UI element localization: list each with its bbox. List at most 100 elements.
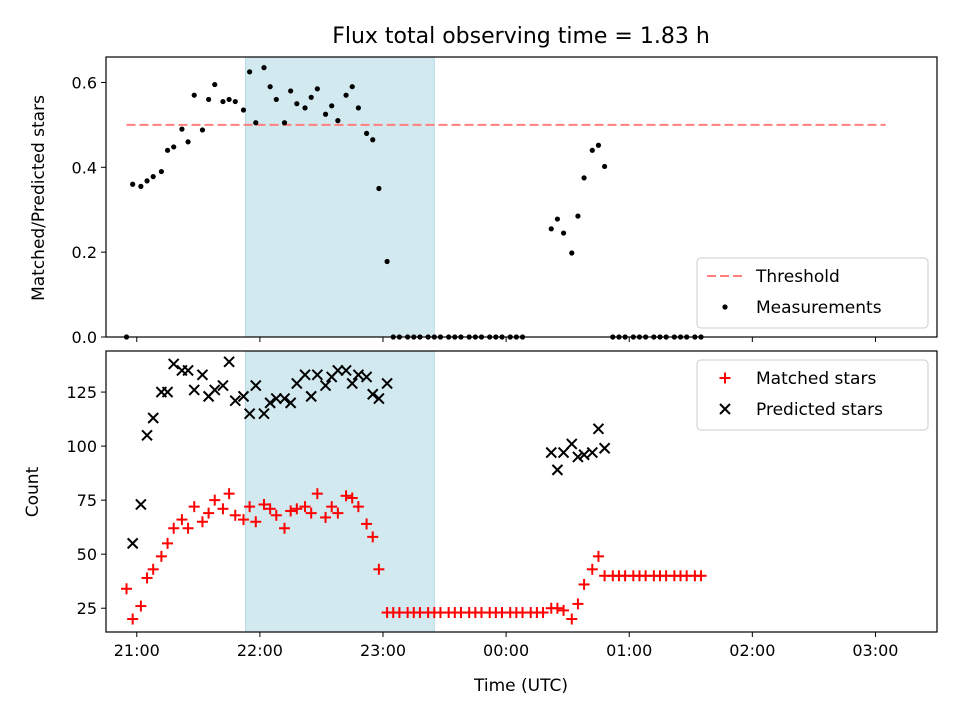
measurement-point xyxy=(335,118,341,124)
bottom-panel: Count 25 50 75 100 125 21:00 22:00 23:00 00:00 01… xyxy=(23,350,938,660)
measurement-point xyxy=(281,120,288,126)
matched-stars-point xyxy=(695,570,707,582)
predicted-stars-point xyxy=(217,379,229,392)
x-mark-b xyxy=(168,358,180,370)
matched-stars-point xyxy=(572,598,584,610)
measurement-point xyxy=(232,98,238,105)
predicted-stars-point xyxy=(135,498,147,511)
matched-stars-point xyxy=(578,578,590,590)
predicted-stars-point xyxy=(270,392,283,405)
measurement-point xyxy=(199,127,206,133)
matched-stars-point xyxy=(332,507,344,519)
predicted-stars-point xyxy=(161,386,174,398)
measurement-point xyxy=(314,86,320,92)
legend-label: Matched stars xyxy=(756,369,876,389)
matched-stars-point xyxy=(586,563,598,575)
predicted-stars-point xyxy=(381,377,393,390)
x-mark-b xyxy=(340,364,352,377)
x-mark-b xyxy=(229,395,241,407)
x-mark-b xyxy=(284,397,297,409)
predicted-stars-point xyxy=(545,446,557,459)
top-y-axis-label: Matched/Predicted stars xyxy=(29,95,49,301)
matched-stars-point xyxy=(155,550,167,562)
measurement-point xyxy=(240,107,247,113)
legend-matched-swatch xyxy=(719,372,731,384)
matched-stars-point xyxy=(352,501,364,513)
x-mark-b xyxy=(196,369,209,381)
predicted-stars-point xyxy=(299,369,311,381)
measurement-point xyxy=(370,137,376,143)
matched-stars-point xyxy=(147,563,159,575)
matched-stars-point xyxy=(250,516,262,528)
x-mark-b xyxy=(551,464,564,476)
x-mark-b xyxy=(237,390,250,403)
x-mark-b xyxy=(360,371,373,383)
matched-stars-point xyxy=(223,488,235,500)
x-mark-b xyxy=(373,392,385,405)
matched-stars-point xyxy=(373,563,385,575)
predicted-stars-point xyxy=(168,358,180,370)
predicted-stars-point xyxy=(243,407,256,420)
x-mark-b xyxy=(147,412,159,424)
x-mark-b xyxy=(126,537,139,550)
x-tick-label: 01:00 xyxy=(606,641,652,660)
predicted-stars-point xyxy=(360,371,373,383)
predicted-stars-point xyxy=(182,364,194,377)
x-mark-b xyxy=(135,498,147,511)
predicted-stars-point xyxy=(586,446,598,459)
x-mark-b xyxy=(352,369,365,381)
predicted-stars-point xyxy=(147,412,159,424)
measurement-point xyxy=(144,178,150,184)
measurement-point xyxy=(355,105,361,111)
legend-label: Predicted stars xyxy=(756,400,883,420)
x-mark-b xyxy=(278,392,291,405)
x-mark-b xyxy=(598,442,611,454)
predicted-stars-point xyxy=(209,384,221,396)
measurement-point xyxy=(288,88,294,94)
predicted-stars-point xyxy=(126,537,139,550)
legend: Threshold Measurements xyxy=(696,257,929,329)
top-panel: Matched/Predicted stars 0.0 0.2 0.4 0.6 Thre… xyxy=(29,56,938,347)
predicted-stars-point xyxy=(291,377,303,390)
measurement-point xyxy=(212,81,218,88)
x-tick-label: 22:00 xyxy=(237,641,283,660)
measurement-point xyxy=(185,139,191,145)
predicted-stars-point xyxy=(250,379,262,392)
predicted-stars-point xyxy=(592,423,605,435)
measurement-point xyxy=(171,144,177,150)
predicted-stars-point xyxy=(188,384,200,396)
predicted-stars-point xyxy=(311,369,324,381)
matched-stars-point xyxy=(217,503,229,515)
measurement-point xyxy=(343,92,349,98)
predicted-stars-point xyxy=(141,429,153,442)
x-mark-b xyxy=(141,429,153,442)
x-mark-b xyxy=(367,388,379,400)
y-tick-label: 0.6 xyxy=(72,73,97,92)
legend-label: Threshold xyxy=(755,267,840,287)
legend-predicted-swatch xyxy=(719,403,731,415)
x-mark-b xyxy=(319,379,332,392)
x-mark-b xyxy=(592,423,605,435)
matched-stars-point xyxy=(135,600,147,612)
matched-stars-point xyxy=(182,522,194,534)
measurement-point xyxy=(548,226,554,232)
predicted-stars-point xyxy=(367,388,379,400)
measurement-point xyxy=(220,98,226,105)
predicted-stars-point xyxy=(332,364,344,377)
y-tick-label: 0.4 xyxy=(72,158,97,177)
x-mark-b xyxy=(299,369,311,381)
measurement-point xyxy=(329,103,335,109)
matched-stars-point xyxy=(176,514,188,526)
predicted-stars-point xyxy=(551,464,564,476)
x-mark-b xyxy=(243,407,256,420)
measurement-point xyxy=(164,147,171,153)
matched-stars-point xyxy=(203,507,215,519)
x-mark-b xyxy=(572,451,584,463)
y-tick-label: 50 xyxy=(77,545,97,564)
x-mark-b xyxy=(311,369,324,381)
measurement-point xyxy=(569,250,575,256)
x-mark-b xyxy=(250,379,262,392)
matched-stars-point xyxy=(270,509,282,521)
x-mark-b xyxy=(217,379,229,392)
